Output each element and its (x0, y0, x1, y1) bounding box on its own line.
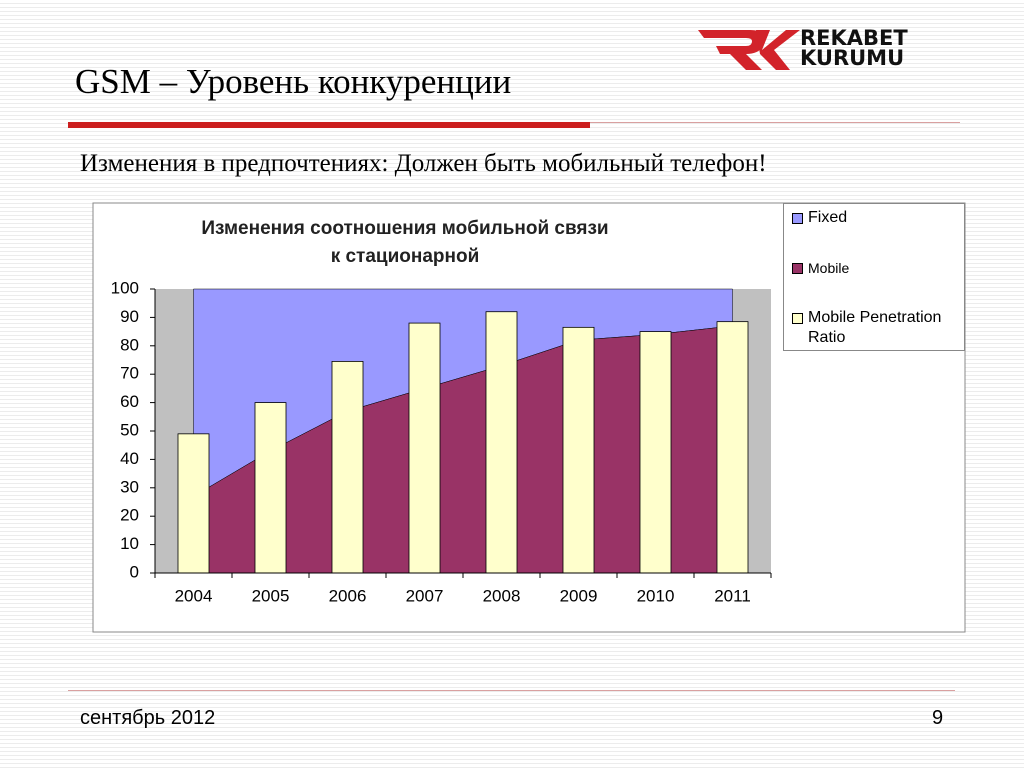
x-tick-label: 2006 (329, 586, 367, 605)
page-number: 9 (932, 707, 944, 729)
y-tick-label: 60 (120, 392, 139, 411)
x-tick-label: 2008 (483, 586, 521, 605)
y-tick-label: 20 (120, 506, 139, 525)
y-tick-label: 90 (120, 307, 139, 326)
legend-item: Mobile Penetration Ratio (792, 308, 960, 348)
logo-k (756, 30, 800, 70)
slide-subtitle: Изменения в предпочтениях: Должен быть м… (80, 150, 767, 177)
y-tick-label: 30 (120, 477, 139, 496)
y-tick-label: 40 (120, 449, 139, 468)
bar (408, 322, 441, 574)
logo: REKABET KURUMU (698, 26, 908, 70)
x-tick-label: 2005 (252, 586, 290, 605)
x-tick-label: 2004 (175, 586, 213, 605)
legend-swatch (792, 213, 803, 224)
legend-label: Mobile Penetration Ratio (808, 309, 942, 346)
title-rule (68, 122, 590, 128)
x-tick-label: 2007 (406, 586, 444, 605)
legend-label: Mobile (808, 260, 850, 276)
footer-rule (68, 690, 955, 691)
x-tick-label: 2009 (560, 586, 598, 605)
legend-item: Mobile (792, 258, 960, 278)
y-tick-label: 70 (120, 364, 139, 383)
chart-title: Изменения соотношения мобильной связи (201, 218, 608, 239)
y-tick-label: 50 (120, 420, 139, 439)
bar (177, 433, 210, 574)
legend-swatch (792, 313, 803, 324)
footer-date: сентябрь 2012 (80, 707, 216, 729)
bar (485, 311, 518, 574)
bar (562, 326, 595, 574)
y-tick-label: 80 (120, 335, 139, 354)
title-rule-thin (590, 122, 960, 123)
x-tick-label: 2010 (637, 586, 675, 605)
y-tick-label: 10 (120, 534, 139, 553)
y-tick-label: 0 (130, 562, 139, 581)
logo-r (698, 30, 765, 70)
legend-item: Fixed (792, 208, 960, 228)
slide-title: GSM – Уровень конкуренции (75, 62, 512, 101)
legend-swatch (792, 263, 803, 274)
logo-text: KURUMU (800, 46, 904, 70)
bar (254, 402, 287, 574)
bar (639, 331, 672, 574)
legend: Fixed Mobile Mobile Penetration Ratio (783, 203, 965, 351)
y-tick-label: 100 (111, 278, 139, 297)
chart-title: к стационарной (331, 246, 480, 267)
logo-text: REKABET (800, 26, 908, 50)
x-tick-label: 2011 (714, 586, 751, 605)
legend-label: Fixed (808, 209, 848, 226)
bar (716, 321, 749, 574)
bar (331, 361, 364, 574)
